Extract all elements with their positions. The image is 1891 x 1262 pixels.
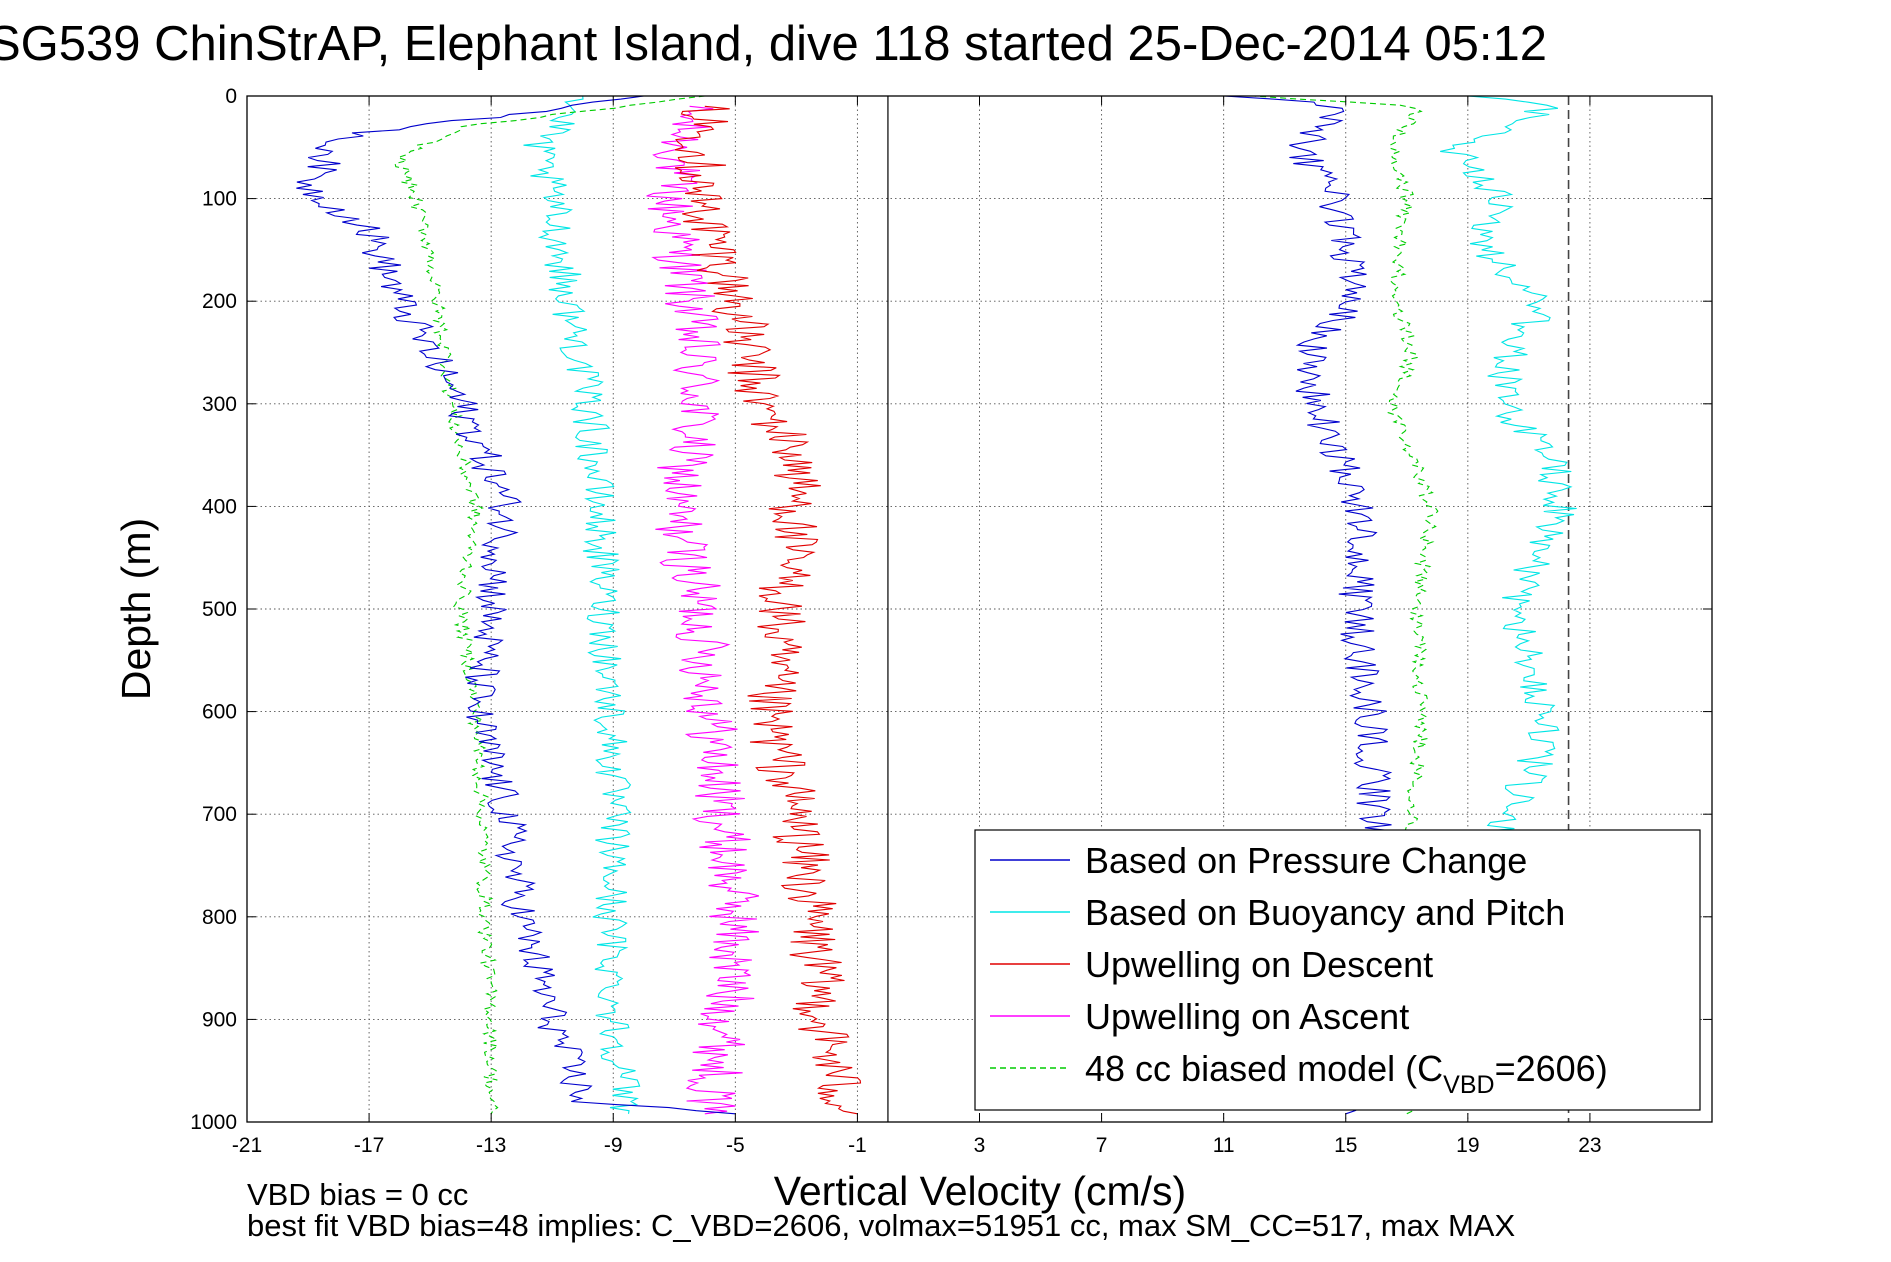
legend-label-suffix: =2606)	[1495, 1048, 1608, 1089]
x-tick-label: -5	[726, 1134, 745, 1157]
legend-label: Upwelling on Descent	[1085, 944, 1433, 985]
x-tick-label: -17	[354, 1134, 384, 1157]
legend: Based on Pressure Change Based on Buoyanc…	[974, 829, 1701, 1111]
x-tick-label: -13	[476, 1134, 506, 1157]
series-upwelling-on-descent	[674, 105, 862, 1115]
y-tick-label: 800	[202, 906, 237, 929]
y-tick-label: 100	[202, 188, 237, 211]
legend-label: Based on Buoyancy and Pitch	[1085, 892, 1565, 933]
y-tick-label: 600	[202, 701, 237, 724]
y-tick-label: 200	[202, 290, 237, 313]
best-fit-note: best fit VBD bias=48 implies: C_VBD=2606…	[247, 1208, 1515, 1243]
x-tick-label: 3	[974, 1134, 986, 1157]
x-tick-label: 7	[1096, 1134, 1108, 1157]
x-tick-label: 19	[1456, 1134, 1479, 1157]
legend-label: Based on Pressure Change	[1085, 840, 1527, 881]
legend-label-text: Based on Pressure Change	[1085, 840, 1527, 881]
x-tick-label: 11	[1213, 1134, 1235, 1157]
y-tick-label: 500	[202, 598, 237, 621]
series-48-cc-biased-model-c-ascent	[1254, 95, 1439, 1115]
legend-box	[974, 829, 1701, 1111]
y-tick-label: 400	[202, 495, 237, 518]
x-tick-label: -21	[232, 1134, 262, 1157]
series-based-on-buoyancy-and-pitch-descent	[523, 95, 641, 1114]
y-tick-label: 900	[202, 1008, 237, 1031]
chart-title: SG539 ChinStrAP, Elephant Island, dive 1…	[0, 17, 1547, 71]
series-upwelling-on-ascent	[646, 105, 760, 1115]
legend-label: 48 cc biased model (CVBD=2606)	[1085, 1048, 1608, 1099]
y-tick-label: 1000	[190, 1111, 237, 1134]
x-tick-label: -1	[848, 1134, 867, 1157]
series-48-cc-biased-model-c-descent	[394, 95, 705, 1115]
series-based-on-pressure-change-descent	[296, 95, 736, 1115]
series-based-on-buoyancy-and-pitch-ascent	[1440, 95, 1577, 836]
legend-label-text: Upwelling on Ascent	[1085, 996, 1409, 1037]
x-tick-label: 15	[1334, 1134, 1357, 1157]
axis-ticks: -21 -17 -13 -9 -5 -1 3 7 11 15 19 23010020030040050…	[190, 85, 1712, 1157]
legend-label-text: 48 cc biased model (C	[1085, 1048, 1443, 1089]
legend-label-text: Upwelling on Descent	[1085, 944, 1433, 985]
legend-label-subscript: VBD	[1443, 1071, 1494, 1099]
x-axis-label: Vertical Velocity (cm/s)	[774, 1168, 1186, 1214]
series-layer	[296, 95, 1577, 1115]
vbd-bias-note: VBD bias = 0 cc	[247, 1177, 468, 1212]
y-axis-label: Depth (m)	[113, 518, 159, 700]
y-tick-label: 0	[225, 85, 237, 108]
x-tick-label: 23	[1578, 1134, 1601, 1157]
x-tick-label: -9	[604, 1134, 623, 1157]
y-tick-label: 700	[202, 803, 237, 826]
y-tick-label: 300	[202, 393, 237, 416]
legend-label-text: Based on Buoyancy and Pitch	[1085, 892, 1565, 933]
legend-label: Upwelling on Ascent	[1085, 996, 1409, 1037]
